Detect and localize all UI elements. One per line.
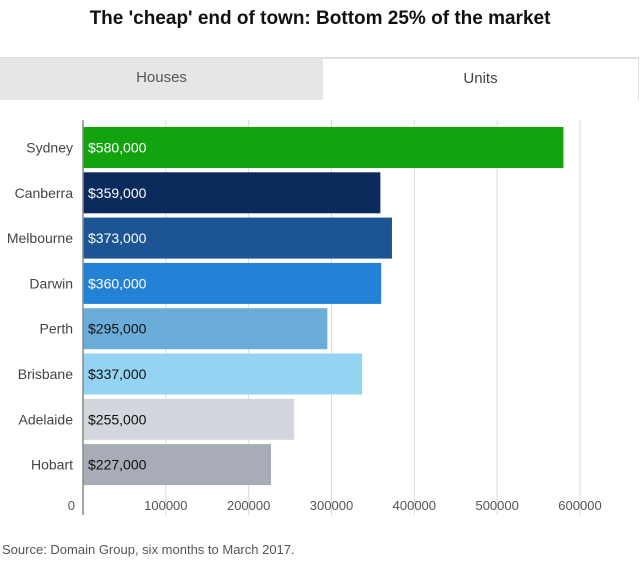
x-tick-label: 300000 — [310, 498, 353, 513]
bar[interactable] — [83, 262, 382, 304]
data-label: $295,000 — [88, 321, 147, 337]
tab-houses[interactable]: Houses — [0, 58, 323, 100]
category-label: Melbourne — [7, 230, 73, 246]
data-label: $337,000 — [88, 366, 147, 382]
category-label: Adelaide — [19, 411, 74, 427]
x-tick-label: 600000 — [558, 498, 601, 513]
x-tick-label: 500000 — [475, 498, 518, 513]
data-label: $373,000 — [88, 230, 147, 246]
tab-units[interactable]: Units — [323, 59, 638, 101]
category-label: Darwin — [29, 275, 73, 291]
category-label: Hobart — [31, 457, 73, 473]
data-label: $359,000 — [88, 185, 147, 201]
x-tick-label: 100000 — [144, 498, 187, 513]
bar-chart: Sydney $580,000 Canberra $359,000 Melbourne $… — [7, 120, 602, 515]
bar[interactable] — [83, 217, 392, 259]
bar[interactable] — [83, 353, 363, 395]
category-label: Sydney — [26, 140, 73, 156]
x-tick-label: 0 — [68, 498, 75, 513]
category-label: Canberra — [15, 185, 74, 201]
category-label: Perth — [40, 321, 73, 337]
bar[interactable] — [83, 172, 381, 214]
data-label: $360,000 — [88, 275, 147, 291]
bar[interactable] — [83, 444, 272, 486]
category-label: Brisbane — [18, 366, 73, 382]
bar[interactable] — [83, 308, 328, 350]
x-tick-label: 200000 — [227, 498, 270, 513]
data-label: $227,000 — [88, 457, 147, 473]
bar[interactable] — [83, 398, 295, 440]
source-note: Source: Domain Group, six months to Marc… — [2, 542, 295, 557]
chart-title: The 'cheap' end of town: Bottom 25% of t… — [89, 8, 551, 29]
data-label: $255,000 — [88, 411, 147, 427]
data-label: $580,000 — [88, 140, 147, 156]
x-tick-label: 400000 — [393, 498, 436, 513]
bar[interactable] — [83, 127, 564, 168]
tab-bar: Houses Units — [0, 57, 639, 101]
